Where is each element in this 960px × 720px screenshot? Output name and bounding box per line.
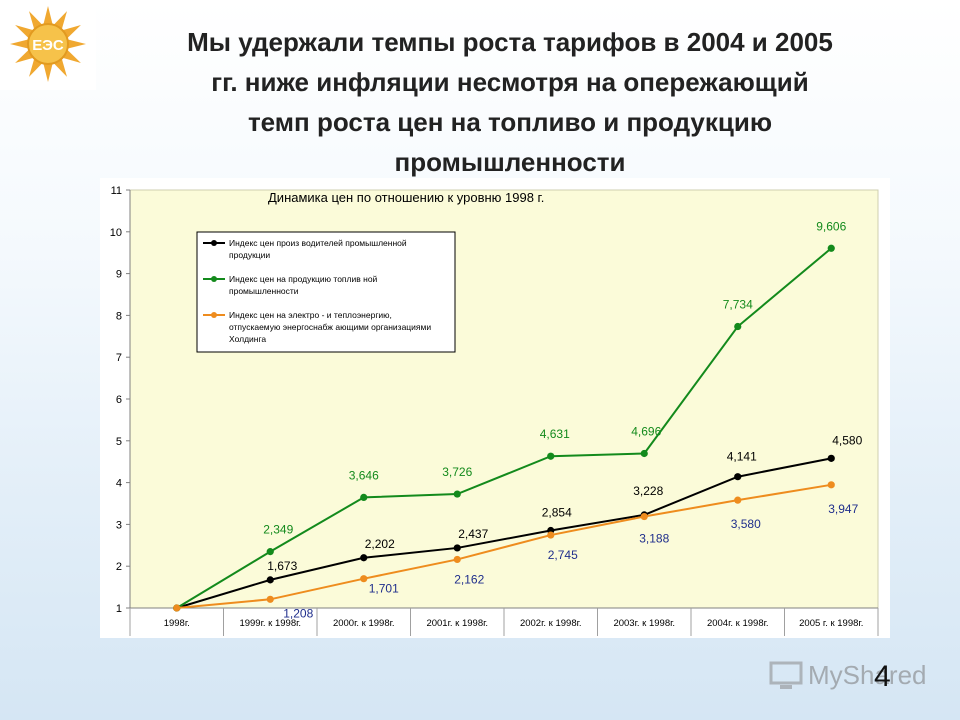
x-tick-label: 2005 г. к 1998г.: [799, 618, 863, 629]
chart-title: Динамика цен по отношению к уровню 1998 …: [268, 190, 544, 205]
slide-title: Мы удержали темпы роста тарифов в 2004 и…: [120, 22, 900, 182]
y-tick-label: 6: [116, 394, 122, 406]
series-1-point: [360, 493, 368, 501]
y-tick-label: 2: [116, 561, 122, 573]
data-label: 2,162: [454, 572, 484, 586]
y-tick-label: 11: [111, 185, 122, 197]
watermark-text: MyShared: [808, 660, 927, 690]
series-0-point: [266, 576, 274, 584]
series-line-1: [176, 247, 832, 609]
data-label: 4,696: [631, 425, 661, 439]
y-tick-label: 7: [116, 352, 122, 364]
x-axis: 1998г. 1999г. к 1998г. 2000г. к 1998г. 2001…: [129, 607, 879, 636]
data-label: 3,947: [828, 502, 858, 516]
data-label: 9,606: [816, 219, 846, 233]
presentation-icon: [769, 661, 803, 689]
series-0-point: [360, 554, 368, 562]
legend-box: [196, 231, 456, 353]
y-tick-label: 3: [116, 519, 122, 531]
data-label: 3,726: [442, 465, 472, 479]
price-dynamics-chart: 1 2 3 4 5 6 7 8 9 10 11 1998г. 1999г. к 1998г. 2000г…: [100, 178, 890, 638]
watermark: MyShared: [768, 658, 927, 694]
series-2-point: [734, 496, 742, 504]
company-logo: ЕЭС: [0, 0, 96, 90]
data-label: 1,208: [283, 606, 313, 620]
series-0-point: [827, 454, 835, 462]
data-label: 2,854: [542, 506, 572, 520]
series-layer: [173, 244, 835, 612]
legend-label: Индекс цен на электро - и теплоэнергию,: [229, 310, 392, 320]
series-2-point: [266, 595, 274, 603]
logo-text: ЕЭС: [32, 37, 64, 54]
series-1-point: [266, 548, 274, 556]
legend-label: отпускаемую энергоснабж ающими организац…: [229, 322, 431, 332]
y-tick-label: 10: [110, 227, 122, 239]
title-line: гг. ниже инфляции несмотря на опережающи…: [211, 67, 809, 97]
series-1-point: [734, 322, 742, 331]
series-1-point: [453, 490, 461, 498]
x-tick-label: 2000г. к 1998г.: [333, 618, 395, 629]
page-number: 4: [874, 660, 891, 693]
series-2-point: [547, 531, 555, 539]
data-label: 3,646: [349, 468, 379, 482]
x-tick-label: 2004г. к 1998г.: [707, 618, 769, 629]
data-label: 1,701: [369, 582, 399, 596]
data-label: 1,673: [267, 559, 297, 573]
y-tick-label: 1: [116, 603, 122, 615]
title-line: Мы удержали темпы роста тарифов в 2004 и…: [187, 27, 833, 57]
legend-label: промышленности: [229, 286, 299, 296]
x-tick-label: 1998г.: [164, 618, 190, 629]
data-label: 7,734: [723, 298, 753, 312]
title-line: промышленности: [394, 147, 626, 177]
y-tick-label: 4: [116, 478, 122, 490]
series-1-point: [640, 449, 648, 458]
legend-label: Индекс цен произ водителей промышленной: [229, 238, 407, 248]
data-label: 4,141: [727, 450, 757, 464]
data-label: 3,580: [731, 517, 761, 531]
series-line-0: [176, 457, 832, 609]
series-1-point: [827, 244, 835, 252]
chart-legend: Индекс цен произ водителей промышленной п…: [196, 231, 456, 353]
series-2-point: [173, 604, 181, 612]
x-tick-label: 1999г. к 1998г.: [239, 618, 301, 629]
y-axis: 1 2 3 4 5 6 7 8 9 10 11: [110, 185, 131, 615]
title-line: темп роста цен на топливо и продукцию: [247, 107, 773, 137]
legend-swatch-marker: [211, 240, 217, 246]
legend-swatch-marker: [211, 312, 217, 318]
y-tick-label: 5: [116, 436, 122, 448]
series-1-point: [547, 452, 555, 460]
y-tick-label: 9: [116, 269, 122, 281]
series-2-point: [360, 575, 368, 583]
data-label: 4,580: [832, 433, 862, 447]
x-tick-label: 2002г. к 1998г.: [520, 618, 582, 629]
x-tick-label: 2003г. к 1998г.: [613, 618, 675, 629]
legend-label: Индекс цен на продукцию топлив ной: [229, 274, 378, 284]
data-label: 3,188: [639, 532, 669, 546]
data-label-layer: 1,673 2,202 2,437 2,854 3,228 4,141 4,580 2,349…: [263, 219, 862, 620]
series-2-point: [453, 555, 461, 564]
series-0-point: [453, 544, 461, 552]
data-label: 2,202: [365, 537, 395, 551]
series-2-point: [827, 481, 835, 489]
y-tick-label: 8: [116, 310, 122, 322]
data-label: 2,745: [548, 548, 578, 562]
legend-label: продукции: [229, 250, 270, 260]
x-tick-label: 2001г. к 1998г.: [426, 618, 488, 629]
data-label: 2,349: [263, 523, 293, 537]
data-label: 4,631: [540, 427, 570, 441]
data-label: 2,437: [458, 527, 488, 541]
series-2-point: [640, 512, 648, 521]
data-label: 3,228: [633, 484, 663, 498]
series-0-point: [734, 473, 742, 481]
series-line-2: [176, 483, 832, 609]
legend-label: Холдинга: [229, 334, 266, 344]
legend-swatch-marker: [211, 276, 217, 282]
